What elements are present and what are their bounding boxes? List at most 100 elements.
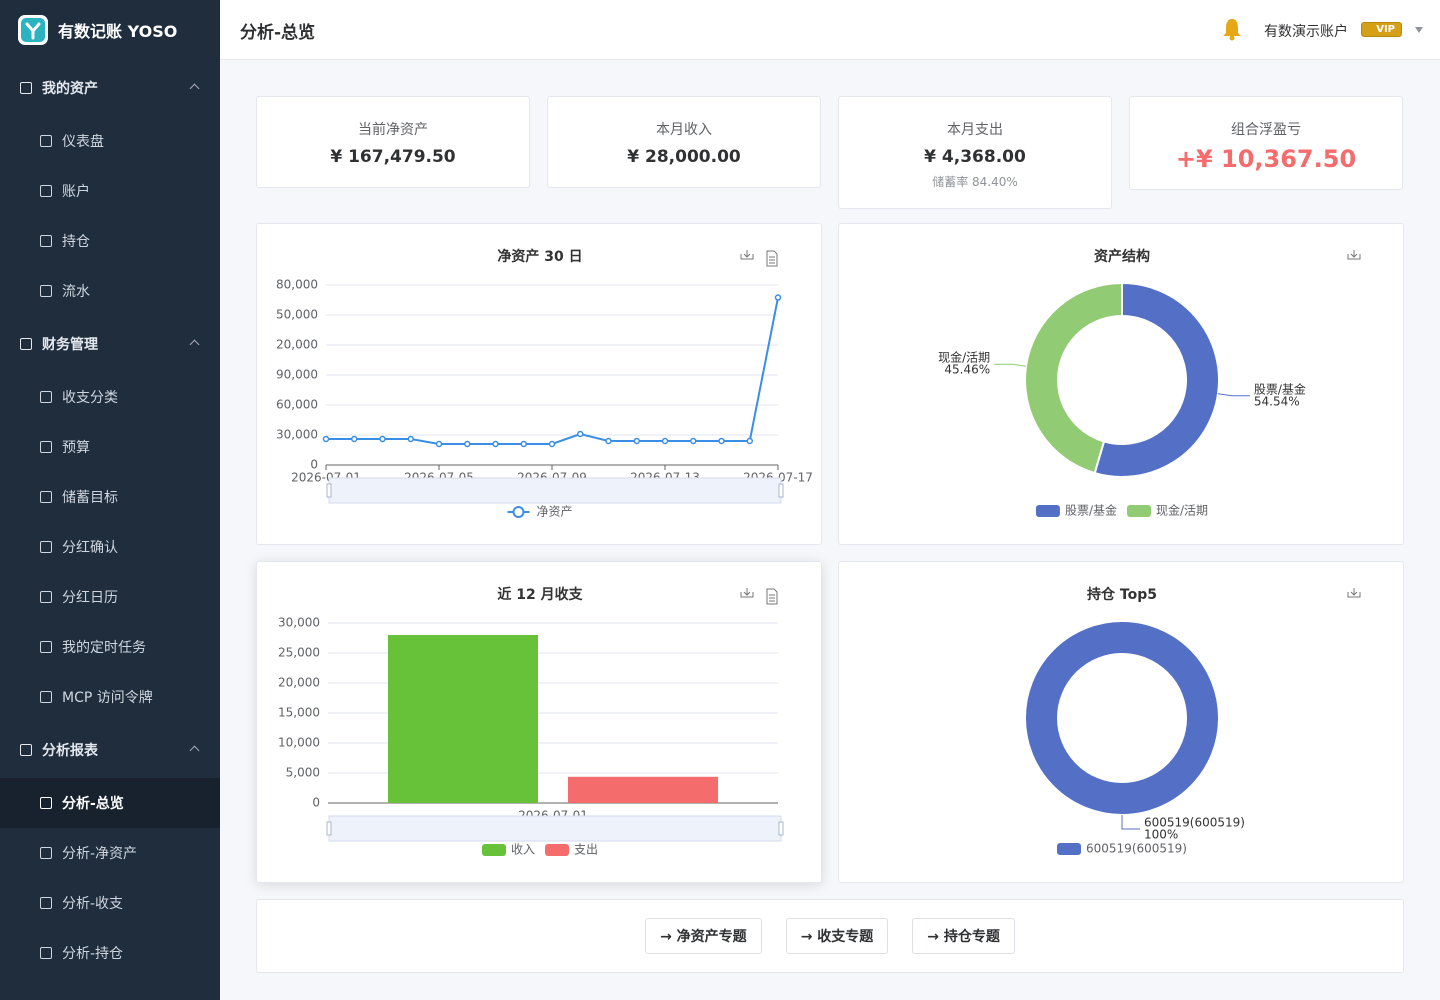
nav-item[interactable]: 仪表盘 bbox=[0, 116, 220, 166]
nav-group[interactable]: 我的资产 bbox=[0, 60, 220, 116]
nav-button[interactable]: → 净资产专题 bbox=[645, 918, 762, 954]
legend-label[interactable]: 收入 bbox=[511, 843, 535, 857]
nav-item[interactable]: 持仓 bbox=[0, 216, 220, 266]
slice-value: 45.46% bbox=[944, 363, 990, 377]
zoom-handle[interactable] bbox=[778, 483, 784, 498]
bar bbox=[388, 635, 538, 803]
icon bbox=[40, 391, 52, 403]
icon bbox=[40, 491, 52, 503]
nav-item-label: 分析-收支 bbox=[62, 896, 124, 912]
chevron bbox=[189, 339, 200, 350]
point bbox=[633, 437, 640, 445]
stat-value: ¥ 4,368.00 bbox=[924, 147, 1026, 167]
nav-button[interactable]: → 持仓专题 bbox=[912, 918, 1015, 954]
user-name[interactable]: 有数演示账户 bbox=[1264, 24, 1348, 40]
footer-buttons: → 净资产专题 → 收支专题 → 持仓专题 bbox=[256, 899, 1404, 973]
point bbox=[351, 435, 358, 443]
zoom-slider bbox=[328, 477, 782, 504]
legend-swatch bbox=[545, 844, 569, 856]
y-tick-label: 30,000 bbox=[278, 616, 320, 630]
nav-button[interactable]: → 收支专题 bbox=[785, 918, 889, 954]
y-tick-label: 15,000 bbox=[278, 706, 320, 720]
icon bbox=[20, 744, 32, 756]
nav-item-label: 分析-净资产 bbox=[62, 846, 138, 862]
y-tick-label: 20,000 bbox=[278, 676, 320, 690]
zoom-handle[interactable] bbox=[326, 821, 332, 836]
nav-group[interactable]: 分析报表 bbox=[0, 722, 220, 778]
label-line bbox=[1121, 815, 1140, 830]
legend-label[interactable]: 股票/基金 bbox=[1065, 503, 1117, 518]
point bbox=[464, 440, 471, 448]
download-icon[interactable] bbox=[740, 588, 754, 598]
data-view-icon[interactable] bbox=[766, 588, 778, 605]
icon bbox=[40, 235, 52, 247]
nav-item[interactable]: 预算 bbox=[0, 422, 220, 472]
pie-slice bbox=[1093, 281, 1220, 478]
point bbox=[548, 440, 556, 448]
nav-item[interactable]: 储蓄目标 bbox=[0, 472, 220, 522]
stat-card: 本月收入 ¥ 28,000.00 bbox=[547, 96, 821, 188]
legend-swatch bbox=[1057, 843, 1082, 855]
label-line bbox=[1217, 393, 1250, 397]
slice-label: 600519(600519) bbox=[1144, 816, 1245, 830]
chart-title: 持仓 Top5 bbox=[1087, 586, 1157, 603]
stat-value: +¥ 10,367.50 bbox=[1175, 145, 1357, 173]
nav-item[interactable]: 分析-持仓 bbox=[0, 928, 220, 978]
icon bbox=[40, 641, 52, 653]
legend-marker bbox=[512, 506, 525, 518]
icon bbox=[40, 541, 52, 553]
nav-item-label: 分析-持仓 bbox=[62, 946, 124, 962]
nav-item[interactable]: 我的定时任务 bbox=[0, 622, 220, 672]
pie-slice bbox=[1024, 281, 1123, 475]
legend-label[interactable]: 支出 bbox=[574, 843, 598, 857]
y-tick-label: 30,000 bbox=[276, 428, 318, 442]
icon bbox=[40, 185, 52, 197]
legend-label[interactable]: 600519(600519) bbox=[1086, 842, 1187, 856]
bell-icon[interactable] bbox=[1220, 17, 1244, 41]
icon bbox=[40, 285, 52, 297]
legend-label[interactable]: 现金/活期 bbox=[1156, 503, 1208, 518]
main: 分析-总览 有数演示账户 VIP 当前净资产 ¥ 167,479.50 本月收入 ¥ … bbox=[220, 0, 1440, 1000]
download-icon[interactable] bbox=[1347, 588, 1361, 598]
data-view-icon[interactable] bbox=[766, 250, 778, 267]
nav-item[interactable]: 分析-总览 bbox=[0, 778, 220, 828]
logo bbox=[18, 15, 48, 45]
icon bbox=[40, 691, 52, 703]
nav-item[interactable]: MCP 访问令牌 bbox=[0, 672, 220, 722]
legend: 收入 支出 bbox=[481, 843, 598, 857]
icon bbox=[20, 82, 32, 94]
download-icon[interactable] bbox=[1347, 250, 1361, 260]
slice-value: 54.54% bbox=[1254, 394, 1300, 408]
nav-group[interactable]: 财务管理 bbox=[0, 316, 220, 372]
nav-item-label: 分红日历 bbox=[62, 590, 118, 606]
pie-slice bbox=[1024, 619, 1220, 817]
legend-swatch bbox=[1035, 505, 1060, 517]
download-icon[interactable] bbox=[740, 250, 754, 260]
nav-item[interactable]: 分红日历 bbox=[0, 572, 220, 622]
zoom-handle[interactable] bbox=[326, 483, 332, 498]
nav-item[interactable]: 收支分类 bbox=[0, 372, 220, 422]
nav-item[interactable]: 流水 bbox=[0, 266, 220, 316]
nav-item-label: 分红确认 bbox=[62, 540, 118, 556]
stat-card: 当前净资产 ¥ 167,479.50 bbox=[256, 96, 530, 188]
chart: 净资产 30 日 0 30,000 60,000 90,000 20,000 50,000 8… bbox=[276, 248, 813, 519]
point bbox=[690, 437, 697, 445]
caret[interactable] bbox=[1414, 26, 1424, 34]
icon bbox=[40, 441, 52, 453]
chart: 持仓 Top5 600519(600519)100%600519(600519) bbox=[1024, 586, 1361, 856]
app-name: 有数记账 YOSO bbox=[58, 22, 178, 41]
legend-label[interactable]: 净资产 bbox=[536, 505, 572, 519]
bar bbox=[568, 776, 718, 803]
icon bbox=[40, 591, 52, 603]
zoom-handle[interactable] bbox=[778, 821, 784, 836]
nav-item-label: 分析-总览 bbox=[62, 796, 124, 812]
nav-item[interactable]: 账户 bbox=[0, 166, 220, 216]
point bbox=[520, 440, 527, 448]
nav-item-label: 流水 bbox=[62, 284, 90, 300]
nav-item[interactable]: 分红确认 bbox=[0, 522, 220, 572]
nav-group-label: 分析报表 bbox=[42, 743, 98, 759]
nav-item[interactable]: 分析-收支 bbox=[0, 878, 220, 928]
nav-group-label: 我的资产 bbox=[42, 81, 98, 97]
nav-item[interactable]: 分析-净资产 bbox=[0, 828, 220, 878]
